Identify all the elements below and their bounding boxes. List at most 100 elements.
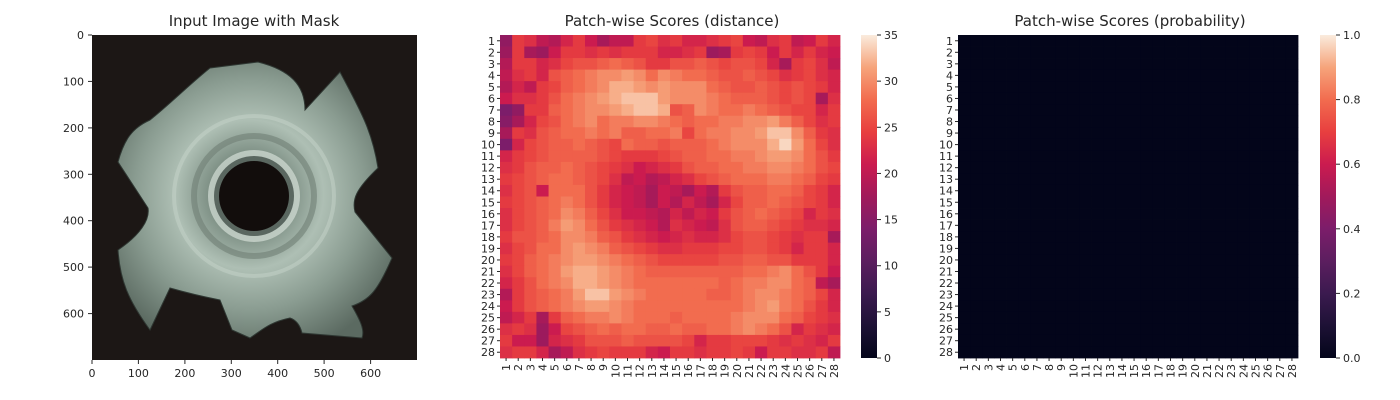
heatmap-cell (645, 58, 659, 71)
heatmap-cell (1152, 334, 1165, 347)
heatmap-cell (609, 208, 622, 220)
heatmap-cell (524, 231, 537, 244)
heatmap-cell (958, 277, 971, 290)
heatmap-cell (1030, 184, 1044, 197)
col-label: 26 (1262, 364, 1275, 378)
heatmap-cell (730, 184, 744, 197)
col-label: 8 (1043, 364, 1056, 371)
heatmap-cell (560, 254, 574, 267)
heatmap-cell (1237, 69, 1250, 82)
heatmap-cell (827, 242, 841, 255)
heatmap-cell (585, 334, 598, 347)
heatmap-cell (1213, 173, 1226, 186)
heatmap-cell (767, 173, 780, 186)
heatmap-cell (1176, 81, 1190, 94)
heatmap-cell (524, 323, 537, 336)
y-tick-label: 300 (63, 168, 84, 181)
heatmap-cell (982, 184, 995, 197)
probability-heatmap-col-labels: 1 2 3 4 5 6 7 8 9 10 11 12 13 14 15 16 17 18 19 20 21 22 23 24 2… (958, 358, 1299, 378)
row-label: 15 (481, 196, 495, 209)
heatmap-cell (597, 196, 610, 209)
heatmap-cell (742, 346, 756, 359)
heatmap-cell (682, 323, 695, 336)
heatmap-cell (500, 81, 513, 94)
heatmap-cell (536, 115, 549, 128)
heatmap-cell (803, 104, 817, 117)
heatmap-cell (1176, 35, 1190, 47)
heatmap-cell (791, 231, 804, 244)
heatmap-cell (803, 184, 817, 197)
col-label: 14 (1116, 364, 1129, 378)
heatmap-cell (548, 208, 562, 220)
heatmap-cell (1018, 81, 1032, 94)
heatmap-cell (742, 277, 756, 290)
heatmap-cell (524, 254, 537, 267)
heatmap-cell (694, 115, 707, 128)
heatmap-cell (1285, 184, 1299, 197)
heatmap-cell (803, 196, 817, 209)
heatmap-cell (982, 127, 995, 140)
y-tick-label: 0 (77, 29, 84, 42)
heatmap-cell (779, 196, 792, 209)
x-tick-label: 500 (314, 367, 335, 380)
heatmap-cell (779, 46, 792, 59)
input-image (92, 35, 417, 360)
heatmap-cell (1128, 127, 1141, 140)
heatmap-cell (1164, 138, 1177, 151)
heatmap-cell (512, 184, 525, 197)
y-tick: 200 (63, 122, 92, 135)
heatmap-cell (536, 288, 549, 301)
heatmap-cell (730, 300, 744, 313)
heatmap-cell (1213, 265, 1226, 278)
heatmap-cell (1200, 277, 1214, 290)
heatmap-cell (512, 231, 525, 244)
heatmap-cell (803, 288, 817, 301)
heatmap-cell (1055, 196, 1068, 209)
col-label: 28 (828, 364, 841, 378)
heatmap-cell (682, 311, 695, 324)
heatmap-cell (1285, 208, 1299, 220)
heatmap-cell (827, 104, 841, 117)
heatmap-cell (779, 115, 792, 128)
heatmap-cell (1164, 242, 1177, 255)
col-label: 3 (524, 364, 537, 371)
heatmap-cell (1103, 277, 1117, 290)
heatmap-cell (670, 81, 683, 94)
heatmap-cell (1006, 323, 1020, 336)
heatmap-cell (512, 300, 525, 313)
heatmap-cell (1273, 277, 1287, 290)
heatmap-cell (1115, 288, 1129, 301)
heatmap-cell (585, 69, 598, 82)
heatmap-cell (1237, 127, 1250, 140)
heatmap-cell (706, 104, 719, 117)
heatmap-cell (1006, 334, 1020, 347)
col-label: 9 (1055, 364, 1068, 371)
heatmap-cell (536, 173, 549, 186)
heatmap-cell (1213, 242, 1226, 255)
heatmap-cell (1079, 69, 1092, 82)
heatmap-cell (827, 92, 841, 105)
heatmap-cell (730, 311, 744, 324)
heatmap-cell (742, 92, 756, 105)
row-label: 28 (481, 346, 495, 359)
heatmap-cell (1055, 231, 1068, 244)
heatmap-cell (1067, 92, 1080, 105)
heatmap-cell (970, 81, 983, 94)
heatmap-cell (742, 138, 756, 151)
heatmap-cell (815, 81, 829, 94)
heatmap-cell (1285, 115, 1299, 128)
heatmap-cell (994, 334, 1007, 347)
heatmap-cell (597, 35, 610, 47)
heatmap-cell (548, 138, 562, 151)
heatmap-cell (560, 104, 574, 117)
heatmap-cell (560, 150, 574, 163)
heatmap-cell (1213, 127, 1226, 140)
heatmap-cell (500, 242, 513, 255)
heatmap-cell (1140, 208, 1153, 220)
colorbar-tick-label: 0.8 (1343, 94, 1361, 107)
heatmap-cell (1043, 150, 1056, 163)
heatmap-cell (1103, 323, 1117, 336)
heatmap-cell (1079, 127, 1092, 140)
heatmap-cell (1225, 346, 1238, 359)
heatmap-cell (958, 231, 971, 244)
